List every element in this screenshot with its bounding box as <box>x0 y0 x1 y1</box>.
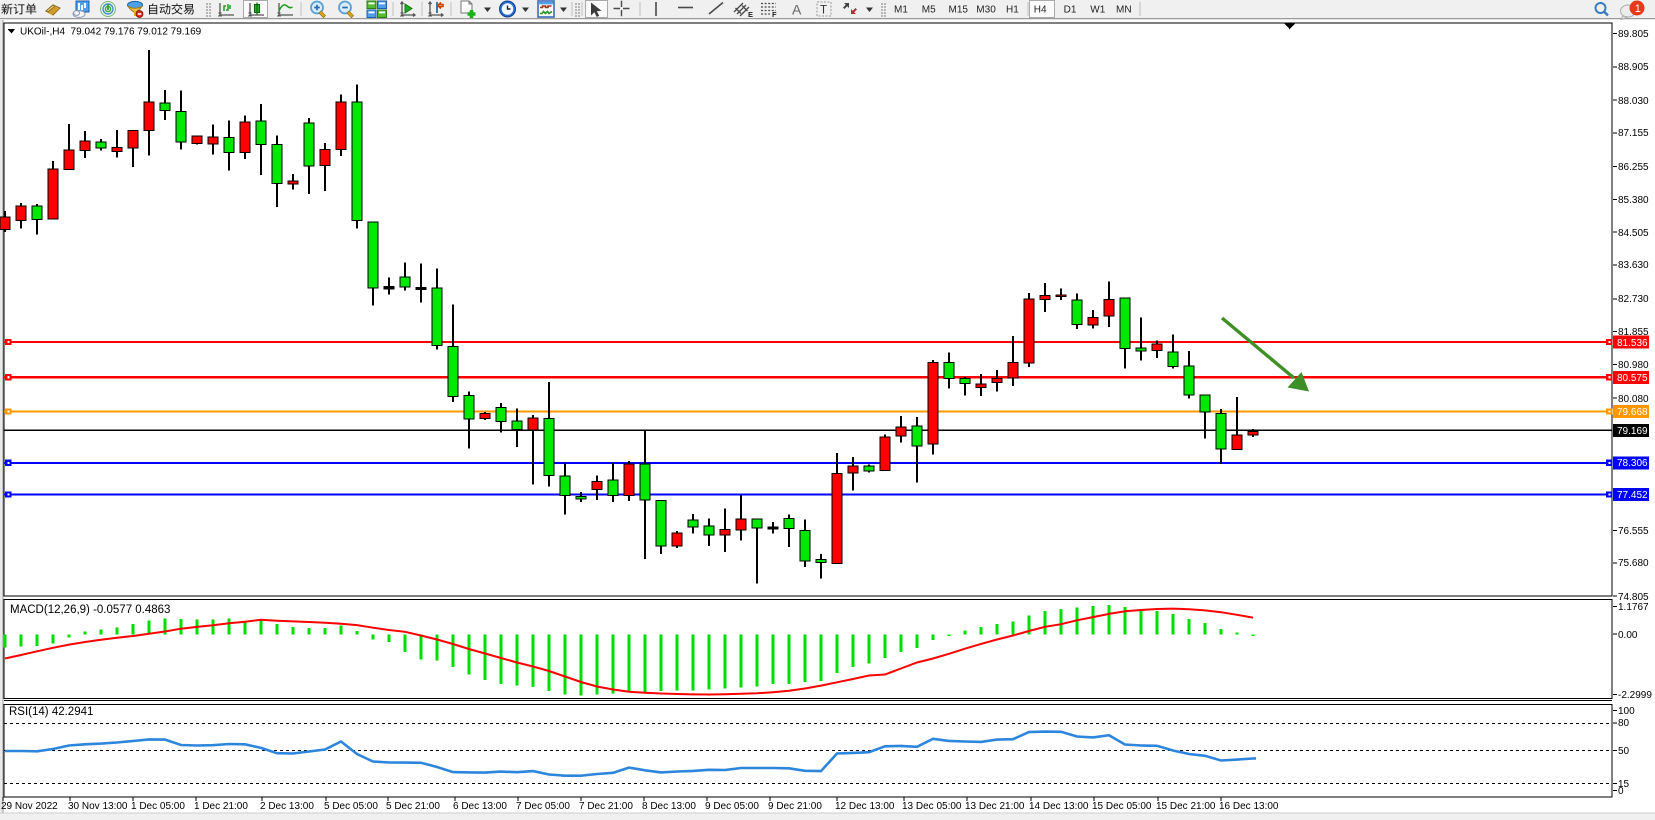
svg-text:82.730: 82.730 <box>1618 294 1649 305</box>
svg-text:76.555: 76.555 <box>1618 526 1649 537</box>
svg-text:85.380: 85.380 <box>1618 195 1649 206</box>
svg-text:30 Nov 13:00: 30 Nov 13:00 <box>68 801 128 812</box>
svg-text:W1: W1 <box>1090 5 1105 16</box>
svg-text:14 Dec 13:00: 14 Dec 13:00 <box>1029 801 1089 812</box>
svg-text:88.030: 88.030 <box>1618 96 1649 107</box>
svg-text:80: 80 <box>1618 718 1630 729</box>
svg-text:RSI(14) 42.2941: RSI(14) 42.2941 <box>9 706 93 718</box>
svg-text:A: A <box>792 2 802 18</box>
svg-text:89.805: 89.805 <box>1618 29 1649 40</box>
svg-text:13 Dec 21:00: 13 Dec 21:00 <box>965 801 1025 812</box>
svg-text:83.630: 83.630 <box>1618 260 1649 271</box>
svg-text:MACD(12,26,9) -0.0577 0.4863: MACD(12,26,9) -0.0577 0.4863 <box>10 604 170 616</box>
svg-text:50: 50 <box>1618 746 1630 757</box>
svg-text:79.169: 79.169 <box>1617 426 1648 437</box>
svg-text:M5: M5 <box>922 5 936 16</box>
svg-text:74.805: 74.805 <box>1618 592 1649 603</box>
svg-text:9 Dec 21:00: 9 Dec 21:00 <box>768 801 822 812</box>
svg-text:H1: H1 <box>1006 5 1019 16</box>
svg-text:81.855: 81.855 <box>1618 327 1649 338</box>
svg-text:80.980: 80.980 <box>1618 360 1649 371</box>
svg-text:80.080: 80.080 <box>1618 394 1649 405</box>
svg-text:15 Dec 21:00: 15 Dec 21:00 <box>1156 801 1216 812</box>
svg-text:M30: M30 <box>976 5 996 16</box>
svg-text:D1: D1 <box>1064 5 1077 16</box>
svg-text:81.536: 81.536 <box>1617 338 1648 349</box>
svg-text:1 Dec 05:00: 1 Dec 05:00 <box>131 801 185 812</box>
svg-text:16 Dec 13:00: 16 Dec 13:00 <box>1219 801 1279 812</box>
svg-text:77.452: 77.452 <box>1617 490 1648 501</box>
svg-text:MN: MN <box>1116 5 1132 16</box>
svg-text:UKOil-,H4 79.042 79.176 79.01: UKOil-,H4 79.042 79.176 79.012 79.169 <box>20 27 202 38</box>
svg-text:1: 1 <box>1635 3 1641 15</box>
svg-text:79.668: 79.668 <box>1617 407 1648 418</box>
svg-text:100: 100 <box>1618 706 1635 717</box>
svg-text:86.255: 86.255 <box>1618 162 1649 173</box>
svg-text:M1: M1 <box>894 5 908 16</box>
svg-text:12 Dec 13:00: 12 Dec 13:00 <box>835 801 895 812</box>
svg-text:29 Nov 2022: 29 Nov 2022 <box>1 801 58 812</box>
svg-text:H4: H4 <box>1034 5 1047 16</box>
svg-text:6 Dec 13:00: 6 Dec 13:00 <box>453 801 507 812</box>
svg-text:78.306: 78.306 <box>1617 458 1648 469</box>
svg-text:15 Dec 05:00: 15 Dec 05:00 <box>1092 801 1152 812</box>
svg-text:75.680: 75.680 <box>1618 558 1649 569</box>
svg-text:84.505: 84.505 <box>1618 228 1649 239</box>
svg-text:0: 0 <box>1618 786 1624 797</box>
svg-text:15: 15 <box>1618 779 1630 790</box>
svg-text:E: E <box>748 10 753 19</box>
svg-text:88.905: 88.905 <box>1618 62 1649 73</box>
svg-text:T: T <box>820 5 827 17</box>
svg-text:7 Dec 21:00: 7 Dec 21:00 <box>579 801 633 812</box>
svg-text:2 Dec 13:00: 2 Dec 13:00 <box>260 801 314 812</box>
svg-text:1 Dec 21:00: 1 Dec 21:00 <box>194 801 248 812</box>
svg-text:7 Dec 05:00: 7 Dec 05:00 <box>516 801 570 812</box>
svg-text:9 Dec 05:00: 9 Dec 05:00 <box>705 801 759 812</box>
svg-text:F: F <box>772 10 777 19</box>
svg-text:1.1767: 1.1767 <box>1618 602 1649 613</box>
svg-text:-2.2999: -2.2999 <box>1618 690 1652 701</box>
svg-text:8 Dec 13:00: 8 Dec 13:00 <box>642 801 696 812</box>
svg-text:5 Dec 05:00: 5 Dec 05:00 <box>324 801 378 812</box>
svg-text:87.155: 87.155 <box>1618 128 1649 139</box>
svg-text:13 Dec 05:00: 13 Dec 05:00 <box>902 801 962 812</box>
svg-text:80.575: 80.575 <box>1617 373 1648 384</box>
svg-text:M15: M15 <box>949 5 969 16</box>
svg-text:5 Dec 21:00: 5 Dec 21:00 <box>386 801 440 812</box>
svg-text:0.00: 0.00 <box>1618 630 1638 641</box>
